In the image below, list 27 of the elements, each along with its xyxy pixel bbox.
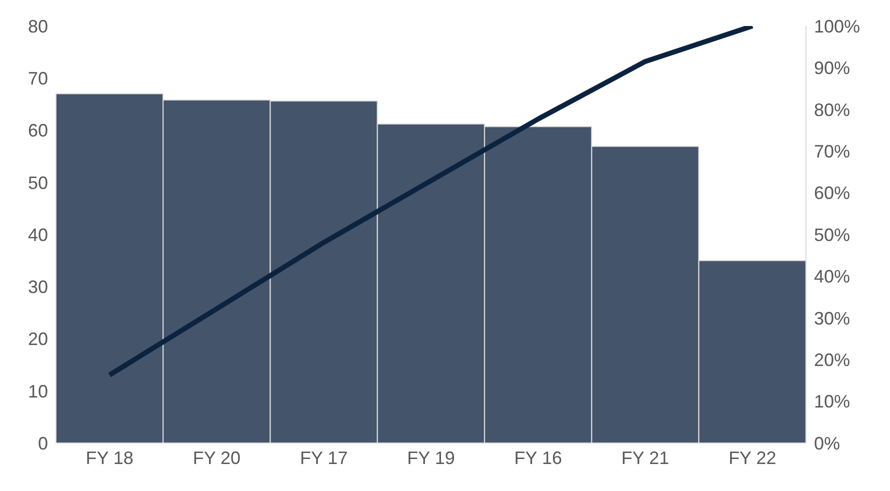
y2-tick-label: 90% [814,58,850,78]
y2-tick-label: 30% [814,308,850,328]
y2-tick-label: 80% [814,100,850,120]
y-tick-label: 20 [28,329,48,350]
y-tick-label: 0 [38,433,48,454]
y-tick-label: 50 [28,172,48,193]
y-tick-label: 60 [28,120,48,141]
y2-tick-label: 60% [814,183,850,204]
x-tick-label: FY 21 [621,448,670,468]
x-tick-label: FY 19 [407,448,455,468]
y-tick-label: 30 [28,277,48,298]
y2-tick-label: 70% [814,141,850,162]
x-tick-label: FY 17 [300,448,348,468]
y-tick-label: 10 [28,381,48,402]
y2-tick-label: 40% [814,266,850,287]
y2-tick-label: 0% [814,433,840,454]
x-tick-label: FY 16 [514,448,562,468]
y-tick-label: 80 [28,16,48,36]
y-tick-label: 40 [28,224,48,245]
x-tick-label: FY 20 [192,448,241,468]
y-tick-label: 70 [28,68,48,89]
y2-tick-label: 100% [814,16,860,36]
x-tick-label: FY 22 [728,448,776,468]
y2-tick-label: 10% [814,392,850,412]
y2-tick-label: 20% [814,350,850,370]
y2-tick-label: 50% [814,224,850,245]
x-tick-label: FY 18 [86,448,134,468]
